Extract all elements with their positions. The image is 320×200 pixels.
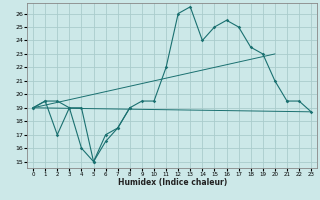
- X-axis label: Humidex (Indice chaleur): Humidex (Indice chaleur): [117, 178, 227, 187]
